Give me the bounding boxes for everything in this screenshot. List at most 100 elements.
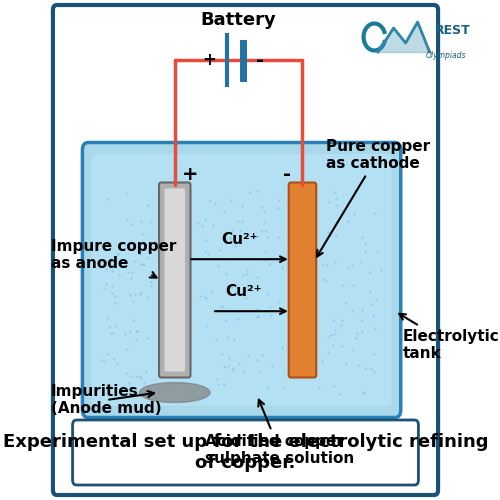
Point — [276, 256, 283, 264]
Point — [319, 275, 327, 283]
Point — [266, 310, 274, 318]
Point — [194, 219, 202, 227]
Point — [254, 232, 262, 240]
Point — [356, 258, 364, 266]
Point — [226, 234, 234, 242]
Point — [371, 324, 379, 332]
Point — [144, 201, 152, 209]
Point — [370, 368, 378, 376]
Text: Acidified copper
sulphate solution: Acidified copper sulphate solution — [205, 400, 354, 466]
Point — [201, 248, 209, 256]
FancyBboxPatch shape — [82, 142, 400, 418]
Point — [252, 305, 260, 313]
Text: Olympiads: Olympiads — [426, 50, 467, 59]
Point — [230, 366, 237, 374]
Point — [137, 288, 145, 296]
Point — [331, 258, 339, 266]
Point — [262, 227, 270, 235]
Point — [131, 238, 139, 246]
Point — [108, 288, 116, 296]
Point — [202, 322, 210, 330]
Point — [230, 242, 238, 250]
Point — [358, 316, 366, 324]
Point — [133, 372, 141, 380]
Point — [102, 280, 110, 288]
Point — [120, 390, 128, 398]
Point — [122, 215, 130, 223]
Point — [120, 262, 128, 270]
Point — [339, 281, 347, 289]
Point — [140, 262, 147, 270]
Point — [349, 281, 357, 289]
Point — [126, 380, 134, 388]
Point — [264, 383, 272, 391]
Point — [102, 350, 110, 358]
Point — [201, 293, 209, 301]
Point — [238, 216, 246, 224]
Point — [211, 199, 219, 207]
Point — [358, 388, 366, 396]
Point — [234, 314, 242, 322]
Point — [332, 326, 340, 334]
Point — [236, 226, 244, 234]
Point — [342, 360, 349, 368]
Point — [335, 390, 343, 398]
Point — [125, 386, 133, 394]
Point — [136, 250, 144, 258]
Point — [235, 359, 243, 367]
Point — [201, 214, 209, 222]
Point — [324, 348, 332, 356]
Point — [112, 322, 120, 330]
Point — [225, 254, 233, 262]
Point — [124, 369, 132, 377]
Point — [136, 372, 143, 380]
Point — [134, 326, 141, 334]
Point — [122, 188, 130, 196]
Point — [130, 297, 138, 305]
Point — [206, 197, 214, 205]
Point — [374, 247, 382, 255]
Point — [244, 352, 252, 360]
Point — [212, 336, 220, 344]
FancyBboxPatch shape — [288, 182, 316, 378]
Point — [256, 367, 264, 375]
Point — [268, 362, 276, 370]
Point — [244, 266, 252, 274]
Point — [208, 222, 216, 230]
Point — [361, 364, 369, 372]
Ellipse shape — [140, 382, 210, 402]
Point — [275, 196, 283, 204]
Point — [100, 284, 108, 292]
Point — [239, 270, 247, 278]
Point — [338, 342, 346, 349]
Point — [358, 328, 366, 336]
Point — [278, 264, 286, 272]
Point — [126, 328, 134, 336]
Point — [324, 228, 332, 236]
Point — [276, 232, 283, 240]
Point — [358, 306, 366, 314]
Point — [330, 330, 338, 338]
Text: -: - — [283, 166, 291, 184]
Point — [332, 194, 340, 202]
Point — [361, 247, 369, 255]
Text: +: + — [202, 51, 216, 69]
Point — [324, 334, 332, 342]
Point — [228, 284, 236, 292]
Point — [366, 268, 374, 276]
Point — [338, 316, 345, 324]
Point — [130, 290, 138, 298]
Point — [123, 345, 131, 353]
Point — [137, 217, 145, 225]
Point — [360, 389, 368, 397]
Point — [115, 271, 123, 279]
Point — [109, 328, 117, 336]
Point — [348, 307, 356, 315]
Point — [344, 262, 351, 270]
Point — [102, 264, 110, 272]
Point — [220, 363, 228, 371]
Point — [370, 312, 378, 320]
Point — [246, 188, 254, 196]
Point — [266, 302, 274, 310]
Point — [377, 266, 385, 274]
